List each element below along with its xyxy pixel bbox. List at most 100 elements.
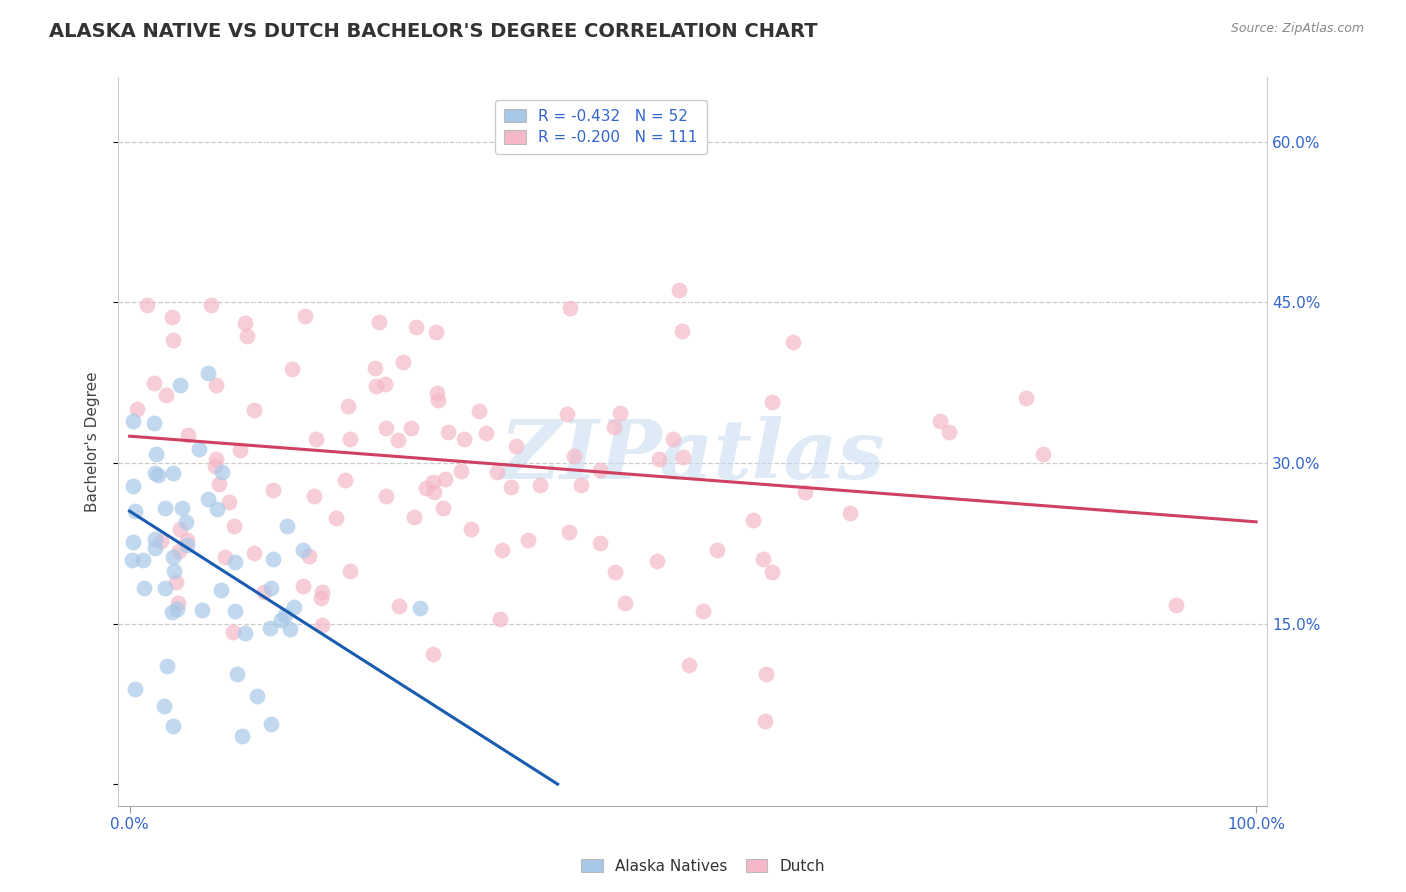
Point [589, 536, 612, 550]
Point [392, 355, 415, 369]
Point [1164, 598, 1187, 612]
Point [706, 543, 728, 558]
Point [609, 406, 631, 420]
Point [276, 519, 298, 533]
Text: ZIPatlas: ZIPatlas [501, 416, 886, 496]
Point [505, 439, 527, 453]
Point [211, 465, 233, 479]
Text: Source: ZipAtlas.com: Source: ZipAtlas.com [1230, 22, 1364, 36]
Point [127, 402, 149, 417]
Point [270, 613, 292, 627]
Point [298, 549, 321, 563]
Point [333, 473, 356, 487]
Point [205, 452, 228, 467]
Point [124, 681, 146, 696]
Point [517, 533, 540, 547]
Point [155, 658, 177, 673]
Point [121, 414, 143, 428]
Point [260, 581, 283, 595]
Point [208, 476, 231, 491]
Point [162, 467, 184, 481]
Point [339, 564, 361, 578]
Point [218, 495, 240, 509]
Point [453, 432, 475, 446]
Point [529, 478, 551, 492]
Point [143, 416, 166, 430]
Point [150, 534, 173, 549]
Point [224, 555, 246, 569]
Point [374, 489, 396, 503]
Point [278, 622, 301, 636]
Point [162, 564, 184, 578]
Point [661, 432, 683, 446]
Point [752, 552, 775, 566]
Point [304, 489, 326, 503]
Point [294, 309, 316, 323]
Point [169, 377, 191, 392]
Point [648, 451, 671, 466]
Point [160, 310, 183, 324]
Point [938, 425, 960, 439]
Point [274, 607, 297, 622]
Point [233, 316, 256, 330]
Point [205, 501, 228, 516]
Point [555, 407, 578, 421]
Point [162, 718, 184, 732]
Point [433, 472, 456, 486]
Point [491, 542, 513, 557]
Y-axis label: Bachelor's Degree: Bachelor's Degree [86, 371, 100, 512]
Point [176, 533, 198, 547]
Point [155, 388, 177, 402]
Point [281, 362, 304, 376]
Point [741, 513, 763, 527]
Point [242, 546, 264, 560]
Point [162, 549, 184, 564]
Point [928, 414, 950, 428]
Point [134, 581, 156, 595]
Point [589, 463, 612, 477]
Point [613, 596, 636, 610]
Point [167, 543, 190, 558]
Point [782, 334, 804, 349]
Point [311, 584, 333, 599]
Point [292, 579, 315, 593]
Point [672, 450, 695, 465]
Point [603, 419, 626, 434]
Point [488, 612, 510, 626]
Point [153, 581, 176, 595]
Point [200, 298, 222, 312]
Point [755, 666, 778, 681]
Point [235, 328, 257, 343]
Point [309, 591, 332, 606]
Point [692, 604, 714, 618]
Point [388, 599, 411, 613]
Point [235, 625, 257, 640]
Point [143, 376, 166, 391]
Point [143, 466, 166, 480]
Point [415, 482, 437, 496]
Point [569, 477, 592, 491]
Point [166, 596, 188, 610]
Point [485, 465, 508, 479]
Point [427, 393, 450, 408]
Point [143, 532, 166, 546]
Point [1032, 447, 1054, 461]
Point [363, 361, 385, 376]
Point [169, 522, 191, 536]
Point [246, 689, 269, 703]
Point [1015, 391, 1038, 405]
Legend: Alaska Natives, Dutch: Alaska Natives, Dutch [575, 853, 831, 880]
Point [325, 511, 347, 525]
Point [838, 506, 860, 520]
Point [162, 333, 184, 347]
Point [253, 585, 276, 599]
Point [422, 647, 444, 661]
Point [387, 434, 409, 448]
Point [205, 377, 228, 392]
Point [562, 449, 585, 463]
Point [224, 604, 246, 618]
Point [558, 525, 581, 540]
Point [153, 699, 176, 714]
Point [339, 433, 361, 447]
Point [259, 621, 281, 635]
